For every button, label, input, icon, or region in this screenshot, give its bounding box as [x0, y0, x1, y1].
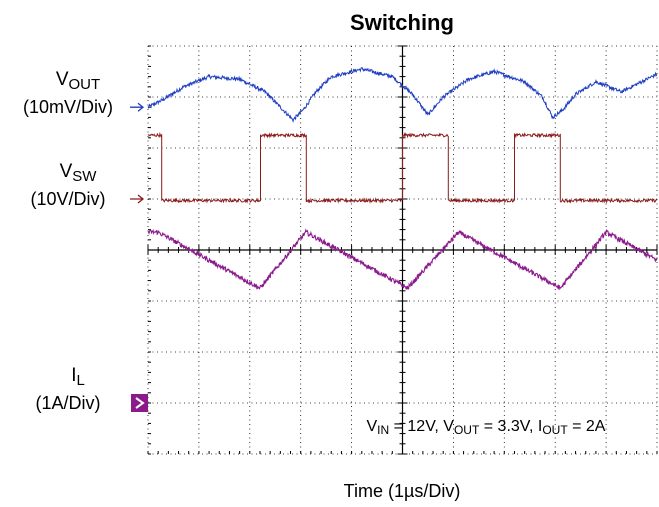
channel-scale-0: (10mV/Div) — [23, 97, 113, 117]
annotation-text: = 12V, V — [389, 418, 454, 435]
trace-vsw — [147, 132, 658, 204]
channel-markers — [130, 102, 148, 412]
channel-marker-2 — [131, 394, 148, 412]
channel-name-main: V — [56, 69, 69, 90]
scope-grid — [147, 45, 658, 455]
annotation-text: = 3.3V, I — [479, 418, 542, 435]
channel-name-main: V — [60, 161, 73, 182]
channel-name-0: VOUT — [56, 69, 100, 93]
annotation-text: V — [367, 418, 378, 435]
channel-scale-1: (10V/Div) — [30, 189, 105, 209]
channel-marker-1 — [130, 194, 145, 204]
annotation-subscript: OUT — [454, 423, 480, 437]
channel-marker-arrow-2 — [135, 397, 145, 409]
annotation-text: = 2A — [568, 418, 606, 435]
x-axis-label: Time (1µs/Div) — [344, 481, 461, 501]
annotation-subscript: IN — [377, 423, 389, 437]
channel-marker-0 — [130, 102, 145, 112]
operating-conditions-annotation: VIN = 12V, VOUT = 3.3V, IOUT = 2A — [367, 418, 606, 437]
channel-name-sub: OUT — [69, 76, 101, 93]
trace-il — [147, 228, 658, 291]
channel-name-sub: SW — [72, 168, 97, 185]
scope-traces — [147, 66, 658, 291]
trace-vout — [147, 66, 658, 123]
annotation-subscript: OUT — [542, 423, 568, 437]
channel-name-main: I — [71, 365, 76, 386]
channel-name-1: VSW — [60, 161, 98, 185]
chart-title: Switching — [350, 10, 454, 35]
channel-name-2: IL — [71, 365, 85, 389]
channel-labels: VOUT(10mV/Div)VSW(10V/Div)IL(1A/Div) — [23, 69, 113, 413]
channel-scale-2: (1A/Div) — [35, 393, 100, 413]
channel-name-sub: L — [76, 372, 84, 389]
